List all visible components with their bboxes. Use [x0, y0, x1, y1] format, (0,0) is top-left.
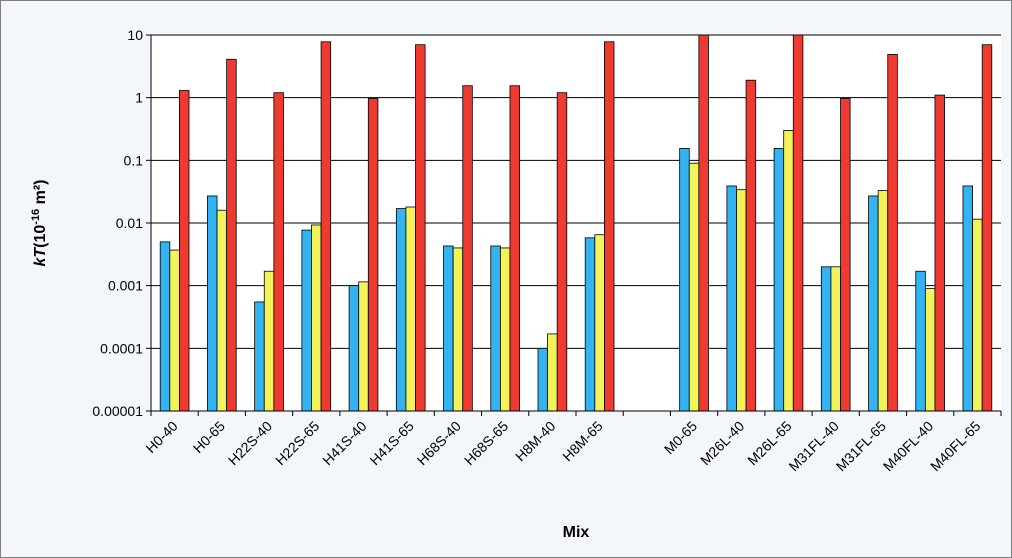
bar	[604, 41, 615, 412]
bar	[981, 44, 993, 412]
x-tick-label: H68S-65	[461, 418, 512, 469]
x-tick-label: H0-65	[190, 418, 228, 456]
bar	[367, 98, 379, 412]
bar	[509, 85, 520, 412]
bar	[773, 148, 785, 412]
bar	[556, 92, 568, 412]
y-tick-label: 10	[127, 27, 143, 43]
bar	[547, 333, 558, 412]
bar	[830, 266, 841, 412]
bar	[840, 98, 851, 412]
bar	[924, 288, 936, 412]
y-axis-unit-prefix: (10	[32, 225, 49, 248]
bars	[159, 34, 993, 412]
bar	[216, 209, 228, 412]
bar	[792, 34, 804, 412]
bar	[226, 58, 237, 412]
x-tick-label: H8M-65	[559, 418, 606, 465]
x-tick-label: H0-40	[142, 418, 180, 456]
x-tick-label: H8M-40	[512, 418, 559, 465]
bar	[405, 206, 416, 412]
bar	[736, 189, 747, 412]
bar	[395, 208, 407, 412]
x-tick-label: M31FL-40	[785, 418, 842, 475]
bar	[179, 90, 190, 412]
y-tick-label: 0.00001	[92, 403, 143, 419]
bar	[415, 44, 426, 412]
x-tick-label: M0-65	[661, 418, 701, 458]
y-tick-label: 0.01	[116, 215, 143, 231]
y-tick-label: 0.001	[108, 278, 143, 294]
bar	[584, 237, 596, 412]
y-tick-label: 0.0001	[100, 340, 143, 356]
x-axis-title: Mix	[563, 524, 590, 541]
x-tick-label: M26L-40	[697, 418, 748, 469]
bar	[452, 247, 464, 412]
y-tick-labels: 0.00001 0.0001 0.001 0.01 0.1 1 10	[92, 27, 143, 419]
x-tick-label: H41S-40	[319, 418, 370, 469]
bar	[348, 285, 360, 412]
bar	[783, 130, 794, 412]
bar	[159, 241, 171, 412]
y-tick-label: 0.1	[124, 152, 144, 168]
bar	[726, 185, 737, 412]
bar	[745, 79, 757, 412]
bar	[490, 245, 501, 412]
bar	[537, 347, 548, 412]
y-axis-unit-suffix: m²)	[32, 179, 49, 208]
bar	[254, 301, 265, 412]
y-axis-variable: kT	[32, 247, 49, 267]
bar	[263, 270, 275, 412]
bar	[820, 266, 832, 412]
bar	[962, 185, 973, 412]
bar	[499, 247, 511, 412]
x-tick-label: M40FL-40	[880, 418, 937, 475]
y-axis-unit-exponent: -16	[30, 209, 42, 225]
bar	[358, 281, 369, 412]
bar	[594, 234, 605, 412]
x-tick-label: H22S-65	[272, 418, 323, 469]
bar	[877, 190, 889, 412]
x-tick-label: H41S-65	[366, 418, 417, 469]
axes	[150, 35, 1002, 416]
bar	[915, 270, 926, 412]
bar	[934, 94, 945, 412]
x-tick-label: H68S-40	[414, 418, 465, 469]
bar	[887, 54, 898, 412]
bar	[169, 249, 180, 412]
bar	[868, 195, 879, 412]
bar	[207, 195, 218, 412]
x-tick-label: M31FL-65	[833, 418, 890, 475]
bar	[273, 92, 284, 412]
y-tick-label: 1	[135, 90, 143, 106]
y-axis-title: kT(10-16 m²)	[30, 179, 49, 266]
bar	[698, 34, 709, 412]
bar	[679, 148, 690, 412]
x-tick-labels: H0-40 H0-65H22S-40H22S-65H41S-40H41S-65H6…	[142, 418, 983, 475]
bar	[320, 41, 332, 412]
bar	[443, 245, 454, 412]
bar	[462, 85, 473, 412]
bar	[972, 218, 983, 412]
x-tick-label: H22S-40	[225, 418, 276, 469]
bar	[688, 162, 700, 412]
x-tick-label: M40FL-65	[927, 418, 984, 475]
bar	[301, 229, 312, 412]
bar	[311, 224, 322, 412]
